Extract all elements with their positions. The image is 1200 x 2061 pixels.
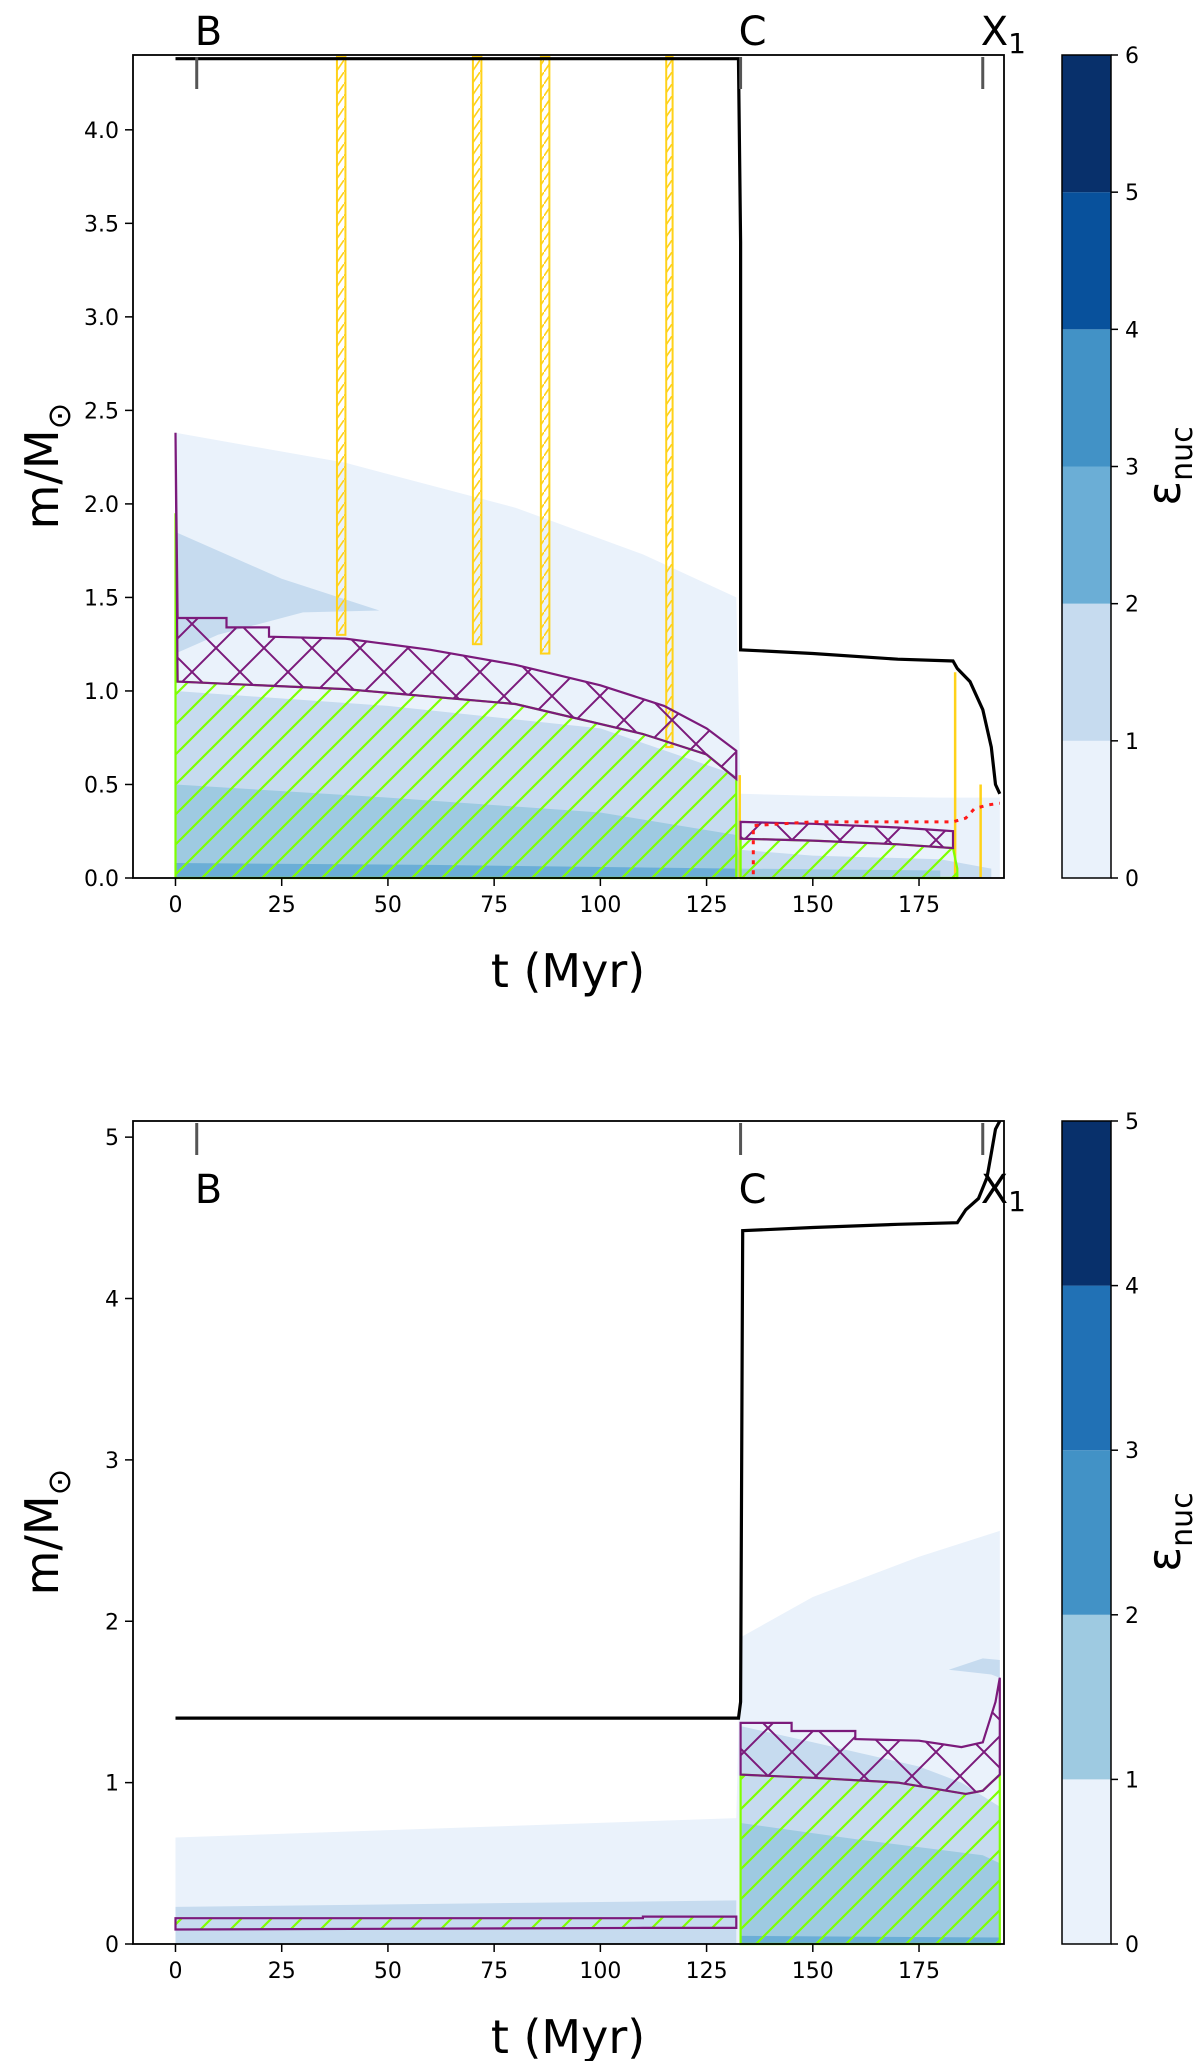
x-axis-label-top: t (Myr) [491, 944, 645, 998]
overshoot-region [174, 432, 738, 782]
x-tick-label: 50 [374, 1959, 402, 1984]
x-tick-label: 125 [686, 1959, 728, 1984]
y-tick-label: 1.0 [84, 680, 119, 705]
colorbar-segment [1062, 466, 1111, 604]
colorbar-frame [1061, 1120, 1112, 1945]
y-ticks-top: 0.0 0.5 1.0 1.5 2.0 2.5 3.0 3.5 4.0 [84, 119, 133, 892]
colorbar-tick-label: 4 [1125, 318, 1139, 343]
y-axis-label-top: m/M⊙ [15, 403, 78, 530]
overshoot-region [739, 1677, 1001, 1796]
x-ticks-top: 0 25 50 75 100 125 150 175 [168, 878, 940, 918]
colorbar-tick-label: 1 [1125, 1768, 1139, 1793]
plot-frame-top [132, 54, 1005, 879]
total-mass-line [175, 1120, 1002, 1720]
x-tick-label: 25 [268, 1959, 296, 1984]
phase-label-C: C [739, 1167, 767, 1213]
colorbar-segment [1062, 603, 1111, 741]
phase-markers-top: B C X1 [195, 9, 1026, 89]
colorbar-label-top: εnuc [1137, 426, 1200, 505]
colorbar-segment [1062, 1779, 1111, 1944]
low-convective-zone [174, 1915, 738, 1931]
colorbar-bottom: 0 1 2 3 4 5 [1061, 1110, 1139, 1958]
colorbar-tick-label: 3 [1125, 456, 1139, 481]
colorbar-segment [1062, 740, 1111, 878]
panel-top: 0 25 50 75 100 125 150 175 0.00.51.01.52.02.53.… [15, 9, 1200, 998]
y-tick-label: 3 [105, 1449, 119, 1474]
mixing-overlays-top [174, 56, 982, 880]
phase-label-C: C [739, 9, 767, 55]
x-tick-label: 100 [579, 1959, 621, 1984]
thermohaline-strip [335, 56, 347, 636]
phase-label-B: B [195, 1167, 222, 1213]
phase-markers-bottom: B C X1 [195, 1123, 1026, 1218]
x-tick-label: 50 [374, 893, 402, 918]
lines-top [175, 57, 1002, 875]
colorbar-tick-label: 0 [1125, 1933, 1139, 1958]
phase-label-X: X1 [981, 9, 1026, 60]
plot-frame-bottom [132, 1120, 1005, 1945]
y-tick-label: 4.0 [84, 119, 119, 144]
y-tick-label: 3.0 [84, 306, 119, 331]
x-tick-label: 75 [480, 1959, 508, 1984]
y-tick-label: 0 [105, 1933, 119, 1958]
lines-bottom [175, 1120, 1002, 1720]
x-tick-label: 150 [792, 893, 834, 918]
colorbar-segment [1062, 1450, 1111, 1615]
y-tick-label: 0.5 [84, 773, 119, 798]
burning-region-level-2 [948, 1658, 1000, 1678]
colorbar-segment [1062, 55, 1111, 193]
phase-label-X: X1 [981, 1167, 1026, 1218]
overshoot-region-he [739, 820, 955, 850]
colorbar-tick-label: 5 [1125, 1110, 1139, 1135]
x-tick-label: 150 [792, 1959, 834, 1984]
x-tick-label: 25 [268, 893, 296, 918]
x-tick-label: 100 [579, 893, 621, 918]
colorbar-tick-label: 3 [1125, 1439, 1139, 1464]
colorbar-label-bottom: εnuc [1137, 1492, 1200, 1571]
colorbar-tick-label: 2 [1125, 593, 1139, 618]
y-tick-label: 5 [105, 1126, 119, 1151]
thermohaline-strip [539, 56, 551, 655]
y-tick-label: 3.5 [84, 212, 119, 237]
colorbar-tick-label: 6 [1125, 44, 1139, 69]
colorbar-segment [1062, 192, 1111, 330]
x-axis-label-bottom: t (Myr) [491, 2010, 645, 2061]
colorbar-tick-label: 4 [1125, 1275, 1139, 1300]
x-tick-label: 0 [168, 893, 182, 918]
colorbar-segment [1062, 1285, 1111, 1451]
colorbar-tick-label: 2 [1125, 1604, 1139, 1629]
y-tick-label: 1.5 [84, 586, 119, 611]
colorbar-segment [1062, 1614, 1111, 1780]
y-tick-label: 1 [105, 1772, 119, 1797]
x-tick-label: 125 [686, 893, 728, 918]
mixing-overlays-bottom [174, 1677, 1001, 1946]
y-tick-label: 2 [105, 1610, 119, 1635]
thermohaline-strip [471, 56, 483, 646]
x-tick-label: 175 [898, 893, 940, 918]
y-tick-label: 0.0 [84, 867, 119, 892]
convective-core [739, 1772, 1001, 1946]
colorbar-tick-label: 0 [1125, 867, 1139, 892]
x-tick-label: 175 [898, 1959, 940, 1984]
y-tick-label: 2.5 [84, 399, 119, 424]
y-axis-label-bottom: m/M⊙ [15, 1469, 78, 1596]
y-tick-label: 2.0 [84, 493, 119, 518]
x-tick-label: 75 [480, 893, 508, 918]
colorbar-tick-label: 5 [1125, 181, 1139, 206]
x-ticks-bottom: 0 25 50 75 100 125 150 175 [168, 1944, 940, 1984]
colorbar-segment [1062, 1121, 1111, 1286]
colorbar-tick-label: 1 [1125, 730, 1139, 755]
thermohaline-strip [665, 56, 674, 749]
colorbar-segment [1062, 329, 1111, 467]
y-ticks-bottom: 0 1 2 3 4 5 [105, 1126, 133, 1958]
total-mass-line [175, 57, 1002, 795]
y-tick-label: 4 [105, 1288, 119, 1313]
colorbar-top: 0 1 2 3 4 5 6 [1061, 44, 1139, 892]
x-tick-label: 0 [168, 1959, 182, 1984]
phase-label-B: B [195, 9, 222, 55]
